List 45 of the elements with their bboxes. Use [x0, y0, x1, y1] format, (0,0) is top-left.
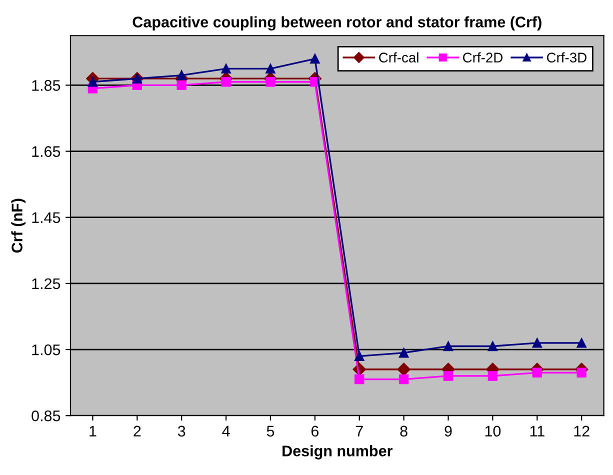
- point: [221, 77, 231, 87]
- point: [221, 64, 231, 74]
- point: [532, 368, 542, 378]
- point: [310, 54, 320, 64]
- y-tick-label: 1.45: [32, 212, 60, 224]
- point: [354, 351, 364, 362]
- x-tick-label: 7: [356, 426, 363, 436]
- y-tick-label: 1.05: [32, 344, 60, 356]
- point: [397, 362, 410, 376]
- x-tick-label: 11: [530, 426, 544, 436]
- x-tick-label: 1: [90, 426, 96, 436]
- chart-title: Capacitive coupling between rotor and stator frame (Crf): [132, 16, 542, 31]
- y-tick-label: 0.85: [32, 410, 60, 422]
- point: [443, 341, 454, 352]
- point: [88, 77, 98, 87]
- x-tick-label: 5: [266, 426, 274, 437]
- point: [398, 348, 409, 358]
- x-tick-label: 3: [178, 426, 186, 437]
- x-tick-label: 4: [222, 426, 230, 436]
- point: [398, 374, 409, 384]
- point: [443, 371, 454, 381]
- x-tick-label: 2: [134, 426, 141, 436]
- point: [176, 70, 186, 80]
- point: [266, 64, 276, 74]
- point: [488, 341, 498, 352]
- x-tick-label: 12: [574, 426, 590, 436]
- y-tick-label: 1.25: [32, 278, 60, 290]
- y-tick-label: 1.85: [32, 80, 60, 91]
- y-axis-title: Crf (nF): [11, 198, 26, 253]
- legend-label: Crf-3D: [546, 52, 586, 62]
- legend-label: Crf-2D: [463, 52, 503, 62]
- legend-label: Crf-cal: [379, 52, 418, 62]
- x-tick-label: 9: [444, 426, 452, 437]
- x-axis-title: Design number: [282, 445, 393, 460]
- point: [266, 77, 276, 87]
- point: [354, 374, 364, 384]
- x-tick-label: 10: [485, 426, 501, 437]
- point: [576, 338, 586, 348]
- y-tick-label: 1.65: [32, 146, 60, 157]
- x-tick-label: 8: [400, 426, 408, 437]
- point: [488, 371, 498, 381]
- point: [176, 80, 186, 90]
- point: [576, 368, 586, 378]
- x-tick-label: 6: [311, 426, 319, 437]
- point: [532, 338, 542, 348]
